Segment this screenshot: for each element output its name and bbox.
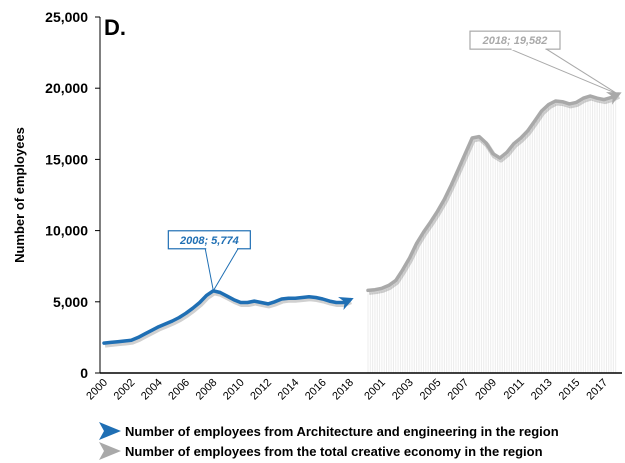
- x-tick-label: 2007: [446, 377, 472, 403]
- series-layer: [102, 92, 622, 348]
- x-tick-label: 2013: [529, 377, 555, 403]
- annotations: 2008; 5,774 2018; 19,582: [167, 30, 619, 293]
- legend-label-creative: Number of employees from the total creat…: [125, 444, 543, 459]
- y-tick-label: 15,000: [45, 151, 88, 167]
- legend-label-architecture: Number of employees from Architecture an…: [125, 424, 559, 439]
- y-tick-label: 25,000: [45, 9, 88, 25]
- legend-item-architecture: Number of employees from Architecture an…: [99, 422, 559, 440]
- x-tick-label: 2005: [418, 377, 444, 403]
- callout-label: 2008; 5,774: [179, 235, 239, 247]
- legend-marker-creative: [99, 442, 121, 460]
- panel-label: D.: [104, 15, 126, 40]
- x-tick-label: 2018: [330, 377, 356, 403]
- y-tick-label: 10,000: [45, 223, 88, 239]
- legend-marker-architecture: [99, 422, 121, 440]
- x-tick-label: 2002: [112, 377, 138, 403]
- x-tick-label: 2011: [502, 377, 527, 402]
- legend-item-creative: Number of employees from the total creat…: [99, 442, 543, 460]
- y-axis: 0 5,000 10,000 15,000 20,000 25,000: [45, 9, 101, 381]
- series-arrowhead-creative: [605, 92, 622, 105]
- gridlines: [367, 98, 617, 373]
- x-tick-label: 2008: [194, 377, 220, 403]
- x-tick-label: 2001: [362, 377, 388, 403]
- callout-pointer: [204, 248, 239, 293]
- x-tick-label: 2012: [248, 377, 274, 403]
- y-tick-label: 5,000: [53, 294, 88, 310]
- x-tick-label: 2015: [557, 377, 583, 403]
- x-tick-label: 2014: [276, 377, 302, 403]
- series-arrowhead-architecture: [338, 297, 354, 310]
- x-tick-label: 2010: [221, 377, 247, 403]
- data-callout: 2008; 5,774: [167, 230, 251, 293]
- x-tick-label: 2006: [166, 377, 192, 403]
- y-tick-label: 0: [80, 365, 88, 381]
- x-axis: 2000 2002 2004 2006 2008 2010 2012 2014 2016 2018…: [84, 372, 622, 403]
- x-tick-label: 2004: [139, 377, 165, 403]
- x-tick-label: 2009: [473, 377, 499, 403]
- callout-label: 2018; 19,582: [482, 35, 548, 47]
- data-callout: 2018; 19,582: [469, 30, 619, 95]
- legend: Number of employees from Architecture an…: [99, 422, 559, 460]
- x-tick-label: 2003: [390, 377, 416, 403]
- x-tick-label: 2016: [303, 377, 329, 403]
- x-tick-label: 2017: [584, 377, 610, 403]
- y-axis-label: Number of employees: [12, 127, 27, 263]
- x-tick-label: 2000: [84, 377, 110, 403]
- y-tick-label: 20,000: [45, 80, 88, 96]
- callout-pointer: [510, 48, 619, 95]
